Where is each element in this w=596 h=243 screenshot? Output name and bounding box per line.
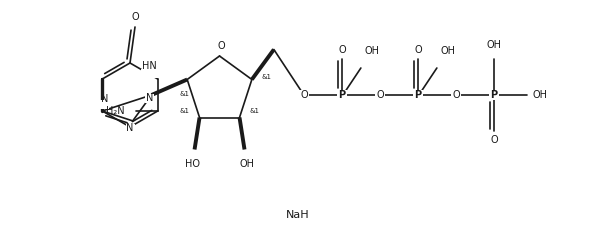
Bar — [451, 90, 461, 99]
Bar — [414, 46, 423, 55]
Text: N: N — [126, 123, 134, 133]
Text: &1: &1 — [250, 107, 259, 113]
Text: OH: OH — [364, 46, 380, 56]
Bar — [337, 46, 346, 55]
Text: HO: HO — [185, 158, 200, 168]
Text: N: N — [146, 93, 153, 103]
Bar — [439, 53, 457, 62]
Text: P: P — [339, 90, 346, 100]
Text: HN: HN — [142, 61, 157, 71]
Text: H₂N: H₂N — [106, 106, 125, 116]
Bar — [531, 90, 549, 99]
Text: OH: OH — [532, 90, 547, 100]
Text: &1: &1 — [179, 92, 189, 97]
Text: O: O — [300, 90, 308, 100]
Bar — [489, 90, 499, 100]
Text: P: P — [414, 90, 421, 100]
Bar — [363, 53, 381, 62]
Text: P: P — [491, 90, 498, 100]
Text: OH: OH — [440, 46, 455, 56]
Bar — [216, 43, 226, 52]
Text: OH: OH — [486, 40, 501, 50]
Bar — [145, 95, 154, 104]
Text: N: N — [101, 94, 108, 104]
Text: O: O — [490, 135, 498, 145]
Text: OH: OH — [239, 158, 254, 168]
Text: O: O — [376, 90, 384, 100]
Text: O: O — [414, 45, 422, 55]
Bar — [126, 124, 135, 133]
Bar — [131, 15, 139, 23]
Bar — [100, 101, 109, 110]
Bar — [337, 90, 347, 100]
Bar — [375, 90, 385, 99]
Text: O: O — [131, 12, 139, 22]
Bar — [141, 69, 159, 78]
Bar — [413, 90, 423, 100]
Text: O: O — [218, 41, 225, 51]
Text: O: O — [452, 90, 460, 100]
Bar — [489, 134, 498, 144]
Text: &1: &1 — [179, 107, 190, 113]
Text: &1: &1 — [262, 75, 272, 80]
Bar — [299, 90, 309, 99]
Text: O: O — [338, 45, 346, 55]
Bar — [485, 46, 503, 55]
Text: NaH: NaH — [286, 210, 310, 220]
